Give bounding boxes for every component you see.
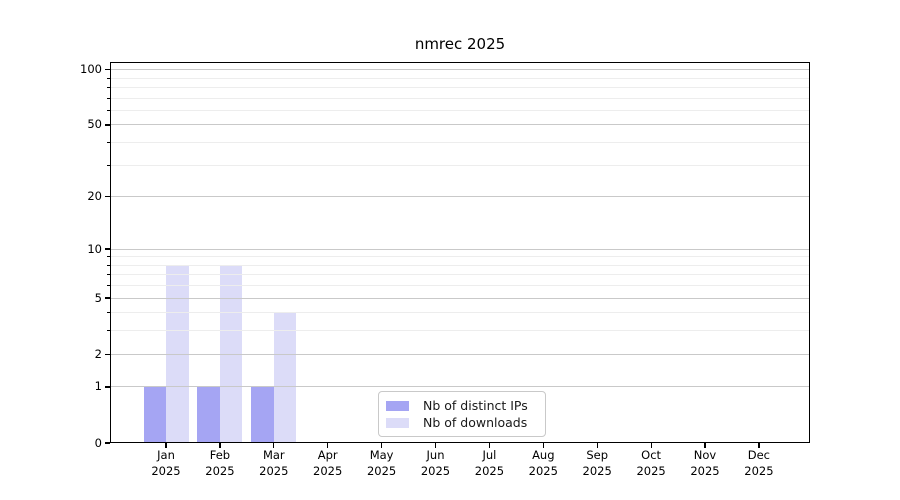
gridline-minor-80 bbox=[110, 87, 810, 88]
y-tick-mark-0 bbox=[104, 442, 110, 444]
x-tick-label-may: May 2025 bbox=[366, 448, 397, 478]
legend: Nb of distinct IPs Nb of downloads bbox=[378, 391, 546, 437]
gridline-minor-9 bbox=[110, 256, 810, 258]
y-minor-tick-mark-30 bbox=[107, 164, 110, 166]
x-tick-label-dec: Dec 2025 bbox=[744, 448, 774, 478]
gridline-minor-7 bbox=[110, 274, 810, 276]
x-tick-label-apr: Apr 2025 bbox=[313, 448, 343, 478]
gridline-minor-70 bbox=[110, 97, 810, 99]
gridline-minor-3 bbox=[110, 330, 810, 332]
x-tick-mark-jun bbox=[434, 443, 437, 448]
y-minor-tick-mark-8 bbox=[107, 264, 110, 266]
y-tick-label-10: 10 bbox=[87, 241, 102, 256]
x-tick-label-jan: Jan 2025 bbox=[151, 448, 181, 478]
y-tick-label-0: 0 bbox=[94, 435, 102, 450]
x-tick-label-aug: Aug 2025 bbox=[528, 448, 558, 478]
y-tick-mark-20 bbox=[104, 196, 110, 198]
y-tick-label-100: 100 bbox=[80, 62, 102, 77]
x-tick-label-sep: Sep 2025 bbox=[582, 448, 612, 478]
bar-nb-of-distinct-ips-jan bbox=[143, 386, 166, 443]
gridline-major-20 bbox=[110, 196, 810, 198]
y-tick-mark-100 bbox=[104, 69, 110, 71]
gridline-minor-90 bbox=[110, 77, 810, 79]
y-tick-label-50: 50 bbox=[87, 117, 102, 132]
y-tick-label-1: 1 bbox=[94, 379, 102, 394]
x-tick-label-jul: Jul 2025 bbox=[474, 448, 505, 478]
y-minor-tick-mark-90 bbox=[107, 77, 110, 79]
bar-nb-of-downloads-mar bbox=[273, 312, 297, 443]
x-tick-mark-feb bbox=[219, 443, 221, 448]
x-tick-label-feb: Feb 2025 bbox=[205, 448, 235, 478]
x-tick-mark-may bbox=[381, 443, 383, 448]
gridline-minor-8 bbox=[110, 264, 810, 266]
legend-item-nb-of-downloads: Nb of downloads bbox=[386, 415, 537, 430]
y-tick-label-20: 20 bbox=[87, 189, 102, 204]
x-tick-mark-nov bbox=[704, 443, 706, 448]
y-tick-mark-10 bbox=[104, 248, 110, 250]
gridline-major-100 bbox=[110, 69, 810, 71]
chart-title: nmrec 2025 bbox=[414, 35, 506, 53]
x-tick-mark-mar bbox=[273, 443, 275, 448]
y-minor-tick-mark-80 bbox=[107, 87, 110, 88]
x-tick-mark-aug bbox=[542, 443, 544, 448]
plot-area bbox=[110, 62, 810, 443]
x-tick-mark-sep bbox=[596, 443, 598, 448]
x-tick-mark-apr bbox=[327, 443, 329, 448]
legend-label-nb-of-distinct-ips: Nb of distinct IPs bbox=[423, 398, 528, 413]
gridline-minor-40 bbox=[110, 142, 810, 144]
y-minor-tick-mark-9 bbox=[107, 256, 110, 258]
x-tick-label-mar: Mar 2025 bbox=[259, 448, 289, 478]
x-tick-mark-oct bbox=[650, 443, 652, 448]
y-minor-tick-mark-40 bbox=[107, 142, 110, 144]
gridline-minor-6 bbox=[110, 285, 810, 287]
y-minor-tick-mark-60 bbox=[107, 109, 110, 111]
y-minor-tick-mark-70 bbox=[107, 97, 110, 99]
y-minor-tick-mark-4 bbox=[107, 312, 110, 314]
bar-nb-of-distinct-ips-mar bbox=[251, 386, 274, 443]
gridline-major-5 bbox=[110, 297, 810, 299]
legend-swatch-nb-of-downloads bbox=[386, 417, 409, 428]
gridline-major-10 bbox=[110, 248, 810, 250]
gridline-minor-60 bbox=[110, 109, 810, 111]
x-tick-label-nov: Nov 2025 bbox=[690, 448, 720, 478]
x-tick-mark-dec bbox=[758, 443, 760, 448]
bar-nb-of-distinct-ips-feb bbox=[197, 386, 220, 443]
gridline-minor-30 bbox=[110, 164, 810, 166]
gridline-major-1 bbox=[110, 386, 810, 388]
y-tick-label-2: 2 bbox=[94, 346, 102, 361]
y-minor-tick-mark-3 bbox=[107, 330, 110, 332]
x-tick-label-jun: Jun 2025 bbox=[420, 448, 451, 478]
x-tick-mark-jan bbox=[165, 443, 167, 448]
y-tick-mark-2 bbox=[104, 353, 110, 355]
y-tick-mark-50 bbox=[104, 124, 110, 126]
legend-item-nb-of-distinct-ips: Nb of distinct IPs bbox=[386, 398, 537, 413]
x-tick-mark-jul bbox=[488, 443, 491, 448]
legend-swatch-nb-of-distinct-ips bbox=[386, 400, 409, 411]
gridline-major-2 bbox=[110, 353, 810, 355]
y-minor-tick-mark-7 bbox=[107, 274, 110, 276]
gridline-major-50 bbox=[110, 124, 810, 126]
gridline-minor-4 bbox=[110, 312, 810, 314]
y-tick-label-5: 5 bbox=[94, 290, 102, 305]
x-tick-label-oct: Oct 2025 bbox=[636, 448, 666, 478]
y-tick-mark-5 bbox=[104, 297, 110, 299]
y-minor-tick-mark-6 bbox=[107, 285, 110, 287]
y-tick-mark-1 bbox=[104, 386, 110, 388]
legend-label-nb-of-downloads: Nb of downloads bbox=[423, 415, 528, 430]
